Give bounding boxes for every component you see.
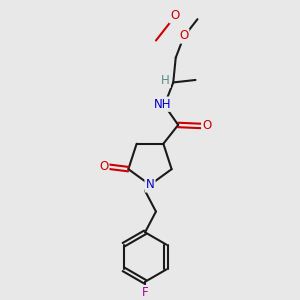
Text: NH: NH <box>154 98 172 111</box>
Text: O: O <box>170 9 179 22</box>
Text: O: O <box>99 160 108 173</box>
Text: H: H <box>161 74 170 87</box>
Text: O: O <box>202 119 212 132</box>
Text: F: F <box>142 286 148 299</box>
Text: O: O <box>179 29 188 43</box>
Text: N: N <box>146 178 154 191</box>
